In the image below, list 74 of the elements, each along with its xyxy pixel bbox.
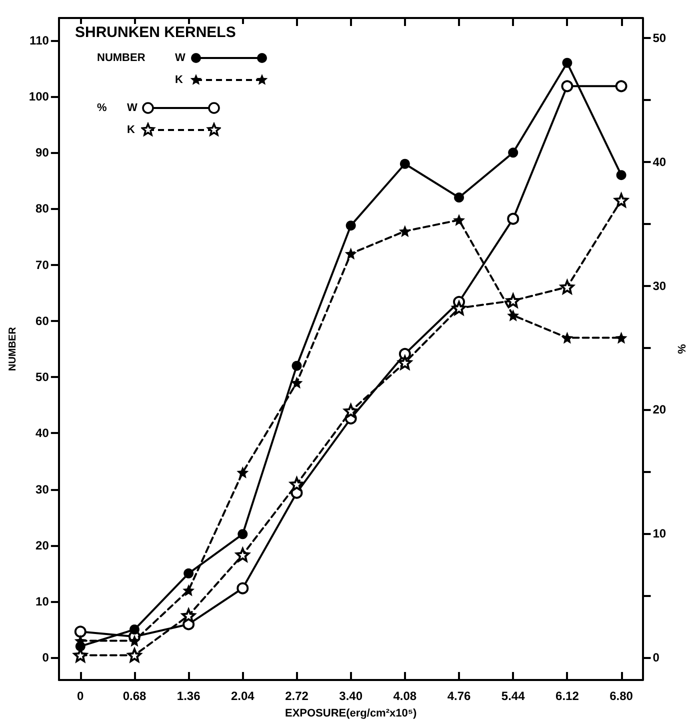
- x-tick-label: 2.04: [230, 689, 255, 703]
- legend-title: SHRUNKEN KERNELS: [75, 24, 237, 41]
- y2-tick-label: 50: [652, 30, 666, 45]
- point: [290, 376, 303, 389]
- point: [561, 80, 574, 92]
- point: [74, 626, 86, 638]
- point: [561, 332, 574, 344]
- y-tick-label: 80: [36, 202, 50, 216]
- x-tick-label: 1.36: [176, 689, 201, 703]
- point: [344, 404, 358, 418]
- x-tick-label: 0.68: [122, 689, 146, 703]
- point: [506, 294, 520, 308]
- point: [615, 332, 628, 344]
- x-tick-label: 3.40: [339, 689, 363, 703]
- point: [453, 214, 466, 226]
- y2-tick-label: 20: [652, 402, 666, 417]
- point: [616, 170, 626, 180]
- point: [400, 158, 410, 169]
- y2-axis-title: %: [676, 344, 688, 354]
- legend-label: W: [175, 52, 186, 64]
- point: [507, 212, 520, 225]
- y-tick-label: 40: [36, 426, 50, 440]
- y-tick-label: 0: [42, 650, 50, 665]
- y-tick-label: 70: [36, 258, 50, 272]
- point: [184, 568, 194, 578]
- y-axis-title: NUMBER: [8, 326, 18, 371]
- annotation: %: [97, 102, 108, 114]
- point: [452, 301, 466, 316]
- point: [562, 58, 572, 68]
- y-tick-label: 10: [36, 594, 50, 608]
- y2-tick-label: 30: [652, 278, 666, 293]
- x-axis-title: EXPOSURE(erg/cm²x10⁵): [284, 708, 418, 720]
- point: [560, 280, 574, 294]
- point: [615, 80, 628, 92]
- y2-tick-label: 0: [652, 650, 660, 665]
- point: [236, 548, 250, 562]
- point: [507, 309, 520, 322]
- point: [346, 220, 356, 231]
- y-tick-label: 50: [36, 370, 50, 384]
- point: [454, 192, 464, 203]
- point: [290, 477, 304, 492]
- y2-tick-label: 40: [652, 154, 666, 169]
- y-tick-label: 60: [36, 314, 50, 328]
- x-tick-label: 4.08: [393, 689, 417, 703]
- x-tick-label: 4.76: [447, 689, 472, 703]
- y-tick-label: 30: [36, 482, 50, 496]
- y-tick-label: 90: [36, 146, 50, 160]
- y-tick-label: 100: [28, 90, 50, 104]
- point: [236, 582, 249, 594]
- point: [292, 360, 302, 371]
- legend-label: K: [127, 124, 136, 136]
- legend-label: W: [127, 102, 138, 114]
- point: [508, 148, 518, 158]
- point: [614, 193, 628, 208]
- point: [398, 225, 411, 238]
- point: [238, 529, 248, 540]
- point: [127, 648, 142, 662]
- legend-label: K: [175, 74, 184, 86]
- point: [129, 624, 140, 635]
- point: [236, 466, 249, 478]
- point: [128, 634, 140, 647]
- point: [182, 608, 196, 623]
- point: [398, 356, 412, 370]
- x-tick-label: 5.44: [501, 689, 526, 703]
- x-tick-label: 6.80: [610, 689, 634, 703]
- x-tick-label: 0: [77, 689, 84, 703]
- y-tick-label: 110: [30, 33, 50, 48]
- annotation: NUMBER: [97, 52, 146, 64]
- y-tick-label: 20: [36, 538, 50, 552]
- point: [182, 584, 195, 596]
- point: [344, 248, 357, 260]
- x-tick-label: 2.72: [285, 689, 309, 703]
- y2-tick-label: 10: [652, 526, 666, 541]
- x-tick-label: 6.12: [556, 689, 580, 703]
